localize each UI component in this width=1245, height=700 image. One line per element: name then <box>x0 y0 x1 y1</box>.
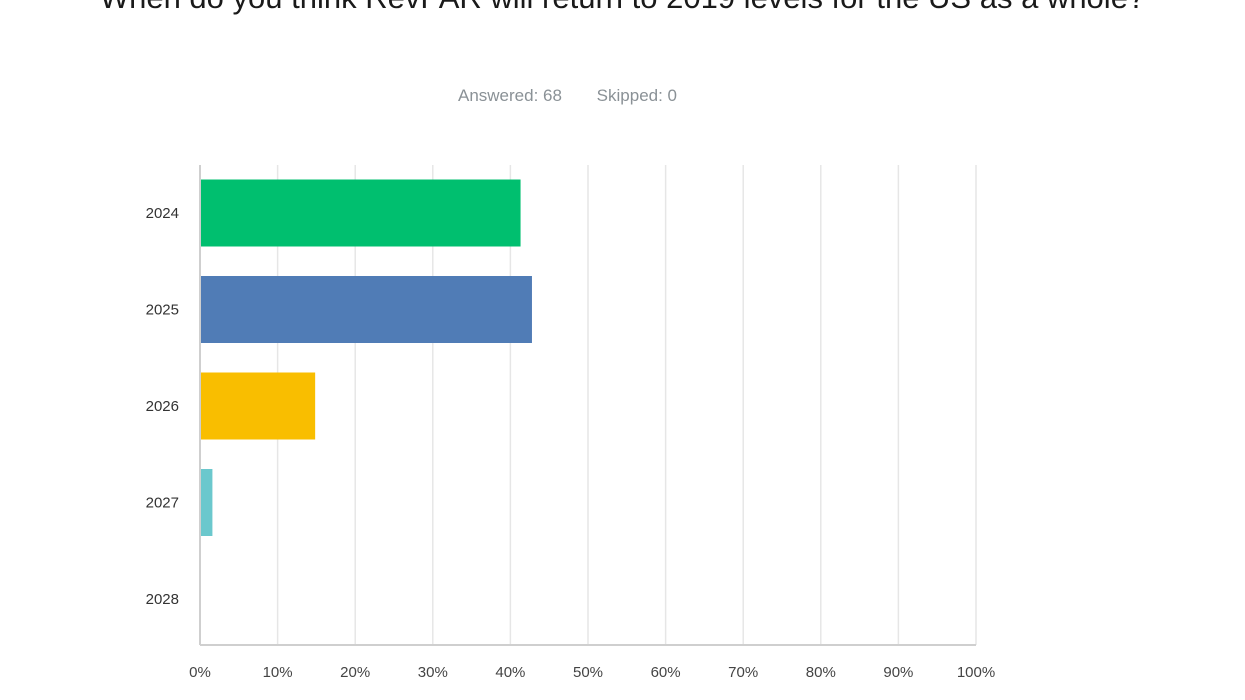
response-stats: Answered: 68 Skipped: 0 <box>0 86 1135 106</box>
category-label: 2026 <box>146 398 179 415</box>
x-tick-label: 20% <box>340 664 370 681</box>
bar-2025 <box>201 276 532 343</box>
x-tick-label: 70% <box>728 664 758 681</box>
x-tick-label: 30% <box>418 664 448 681</box>
x-tick-label: 50% <box>573 664 603 681</box>
x-tick-label: 40% <box>495 664 525 681</box>
bar-2024 <box>201 179 521 247</box>
answered-count: Answered: 68 <box>457 86 562 105</box>
category-label: 2027 <box>146 495 179 512</box>
x-tick-label: 90% <box>883 664 913 681</box>
bar-2026 <box>201 372 316 440</box>
bar-2027 <box>201 469 213 536</box>
x-tick-label: 10% <box>263 664 293 681</box>
question-title: When do you think RevPAR will return to … <box>0 0 1245 20</box>
category-label: 2028 <box>146 591 179 608</box>
x-tick-label: 100% <box>957 664 995 681</box>
skipped-count: Skipped: 0 <box>596 86 678 105</box>
category-label: 2024 <box>146 205 179 222</box>
category-label: 2025 <box>146 302 179 319</box>
x-tick-label: 0% <box>189 664 211 681</box>
x-tick-label: 60% <box>651 664 681 681</box>
x-tick-label: 80% <box>806 664 836 681</box>
